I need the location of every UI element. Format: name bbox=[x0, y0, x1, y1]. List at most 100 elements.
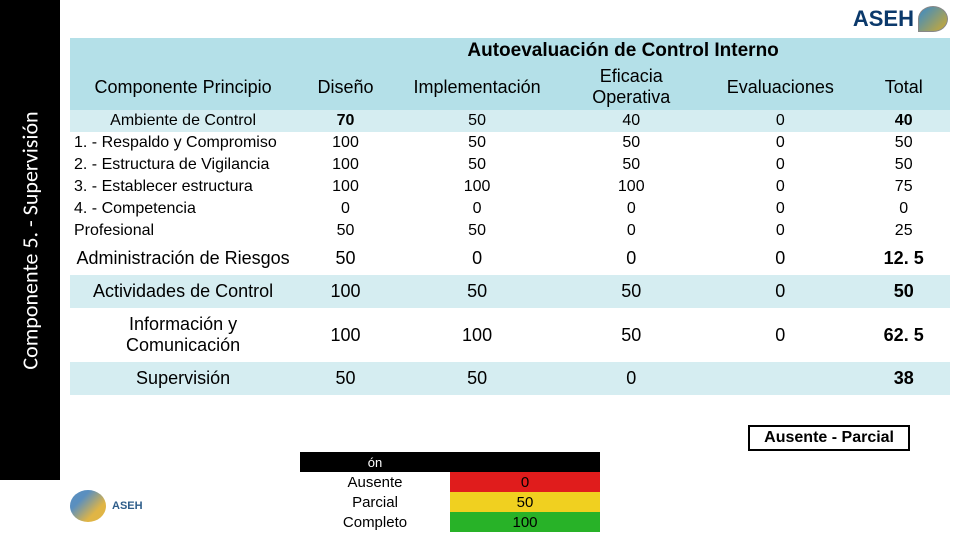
legend-label: Completo bbox=[300, 512, 450, 532]
cell: 50 bbox=[395, 220, 559, 242]
legend-val: 100 bbox=[450, 512, 600, 532]
cell: 50 bbox=[395, 132, 559, 154]
cell: 0 bbox=[559, 242, 703, 275]
cell: 50 bbox=[296, 242, 395, 275]
row-label: Actividades de Control bbox=[70, 275, 296, 308]
legend-on-fragment: ón bbox=[300, 452, 450, 472]
table-row: Profesional 50 50 0 0 25 bbox=[70, 220, 950, 242]
table-row: 3. - Establecer estructura 100 100 100 0… bbox=[70, 176, 950, 198]
footer-logo: ASEH bbox=[70, 490, 143, 522]
cell: 100 bbox=[395, 308, 559, 362]
cell: 12. 5 bbox=[857, 242, 950, 275]
cell: 50 bbox=[857, 154, 950, 176]
cell: 100 bbox=[296, 154, 395, 176]
row-label: 1. - Respaldo y Compromiso bbox=[70, 132, 296, 154]
col-diseno: Diseño bbox=[296, 64, 395, 110]
legend-label: Parcial bbox=[300, 492, 450, 512]
header-logo: ASEH bbox=[853, 6, 948, 32]
table-header-row: Componente Principio Diseño Implementaci… bbox=[70, 64, 950, 110]
col-evaluaciones: Evaluaciones bbox=[703, 64, 857, 110]
cell: 100 bbox=[559, 176, 703, 198]
cell: 100 bbox=[395, 176, 559, 198]
row-informacion: Información y Comunicación 100 100 50 0 … bbox=[70, 308, 950, 362]
row-actividades: Actividades de Control 100 50 50 0 50 bbox=[70, 275, 950, 308]
cell: 50 bbox=[395, 154, 559, 176]
footer-logo-emblem-icon bbox=[70, 490, 106, 522]
cell: 0 bbox=[703, 275, 857, 308]
status-badge: Ausente - Parcial bbox=[748, 425, 910, 451]
row-label: Información y Comunicación bbox=[70, 308, 296, 362]
cell: 0 bbox=[703, 154, 857, 176]
cell: 50 bbox=[559, 275, 703, 308]
cell: 70 bbox=[296, 110, 395, 132]
header-logo-text: ASEH bbox=[853, 6, 914, 32]
cell: 50 bbox=[559, 132, 703, 154]
legend-blank-header bbox=[450, 452, 600, 472]
cell: 0 bbox=[296, 198, 395, 220]
cell: 50 bbox=[559, 308, 703, 362]
legend-row-completo: Completo 100 bbox=[300, 512, 600, 532]
cell: 50 bbox=[559, 154, 703, 176]
sidebar-vertical-label: Componente 5. - Supervisión bbox=[0, 0, 60, 480]
logo-swirl-icon bbox=[918, 6, 948, 32]
cell: 0 bbox=[395, 198, 559, 220]
cell: 50 bbox=[296, 362, 395, 395]
cell bbox=[703, 362, 857, 395]
legend-val: 0 bbox=[450, 472, 600, 492]
table-row: 4. - Competencia 0 0 0 0 0 bbox=[70, 198, 950, 220]
cell: 38 bbox=[857, 362, 950, 395]
table-title: Autoevaluación de Control Interno bbox=[296, 38, 950, 64]
table-row: 2. - Estructura de Vigilancia 100 50 50 … bbox=[70, 154, 950, 176]
cell: 0 bbox=[703, 132, 857, 154]
cell: 50 bbox=[296, 220, 395, 242]
legend-fragment-row: ón bbox=[300, 452, 600, 472]
cell: 0 bbox=[559, 220, 703, 242]
legend-label: Ausente bbox=[300, 472, 450, 492]
footer-logo-text: ASEH bbox=[112, 500, 143, 512]
cell: 0 bbox=[703, 110, 857, 132]
cell: 50 bbox=[395, 362, 559, 395]
cell: 100 bbox=[296, 132, 395, 154]
cell: 0 bbox=[703, 242, 857, 275]
cell: 100 bbox=[296, 176, 395, 198]
cell: 0 bbox=[559, 362, 703, 395]
cell: 75 bbox=[857, 176, 950, 198]
cell: 0 bbox=[703, 308, 857, 362]
legend-row-ausente: Ausente 0 bbox=[300, 472, 600, 492]
cell: 0 bbox=[703, 220, 857, 242]
row-administracion: Administración de Riesgos 50 0 0 0 12. 5 bbox=[70, 242, 950, 275]
cell: 62. 5 bbox=[857, 308, 950, 362]
cell: 0 bbox=[559, 198, 703, 220]
legend-row-parcial: Parcial 50 bbox=[300, 492, 600, 512]
cell: 50 bbox=[395, 275, 559, 308]
legend-val: 50 bbox=[450, 492, 600, 512]
cell: 50 bbox=[857, 275, 950, 308]
row-label: Supervisión bbox=[70, 362, 296, 395]
row-ambiente: Ambiente de Control 70 50 40 0 40 bbox=[70, 110, 950, 132]
sidebar-text: Componente 5. - Supervisión bbox=[17, 111, 44, 369]
col-componente: Componente Principio bbox=[70, 64, 296, 110]
col-eficacia: Eficacia Operativa bbox=[559, 64, 703, 110]
table-title-row: Autoevaluación de Control Interno bbox=[70, 38, 950, 64]
row-label: Profesional bbox=[70, 220, 296, 242]
table-row: 1. - Respaldo y Compromiso 100 50 50 0 5… bbox=[70, 132, 950, 154]
cell: 0 bbox=[703, 198, 857, 220]
cell: 0 bbox=[703, 176, 857, 198]
cell: 0 bbox=[395, 242, 559, 275]
row-label: 4. - Competencia bbox=[70, 198, 296, 220]
cell: 40 bbox=[559, 110, 703, 132]
legend: ón Ausente 0 Parcial 50 Completo 100 bbox=[300, 452, 600, 532]
row-label: Administración de Riesgos bbox=[70, 242, 296, 275]
row-label: 2. - Estructura de Vigilancia bbox=[70, 154, 296, 176]
row-label: 3. - Establecer estructura bbox=[70, 176, 296, 198]
evaluation-table: Autoevaluación de Control Interno Compon… bbox=[70, 38, 950, 395]
cell: 100 bbox=[296, 308, 395, 362]
cell: 50 bbox=[395, 110, 559, 132]
row-ambiente-label: Ambiente de Control bbox=[70, 110, 296, 132]
row-supervision: Supervisión 50 50 0 38 bbox=[70, 362, 950, 395]
cell: 0 bbox=[857, 198, 950, 220]
cell: 100 bbox=[296, 275, 395, 308]
cell: 25 bbox=[857, 220, 950, 242]
cell: 50 bbox=[857, 132, 950, 154]
cell: 40 bbox=[857, 110, 950, 132]
